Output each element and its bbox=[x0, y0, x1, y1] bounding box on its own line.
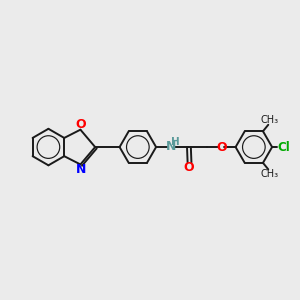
Text: Cl: Cl bbox=[277, 141, 290, 154]
Text: N: N bbox=[76, 163, 86, 176]
Text: N: N bbox=[166, 140, 176, 153]
Text: CH₃: CH₃ bbox=[260, 169, 278, 179]
Text: CH₃: CH₃ bbox=[260, 115, 278, 125]
Text: H: H bbox=[171, 137, 180, 147]
Text: O: O bbox=[184, 161, 194, 174]
Text: O: O bbox=[76, 118, 86, 131]
Text: O: O bbox=[216, 141, 227, 154]
